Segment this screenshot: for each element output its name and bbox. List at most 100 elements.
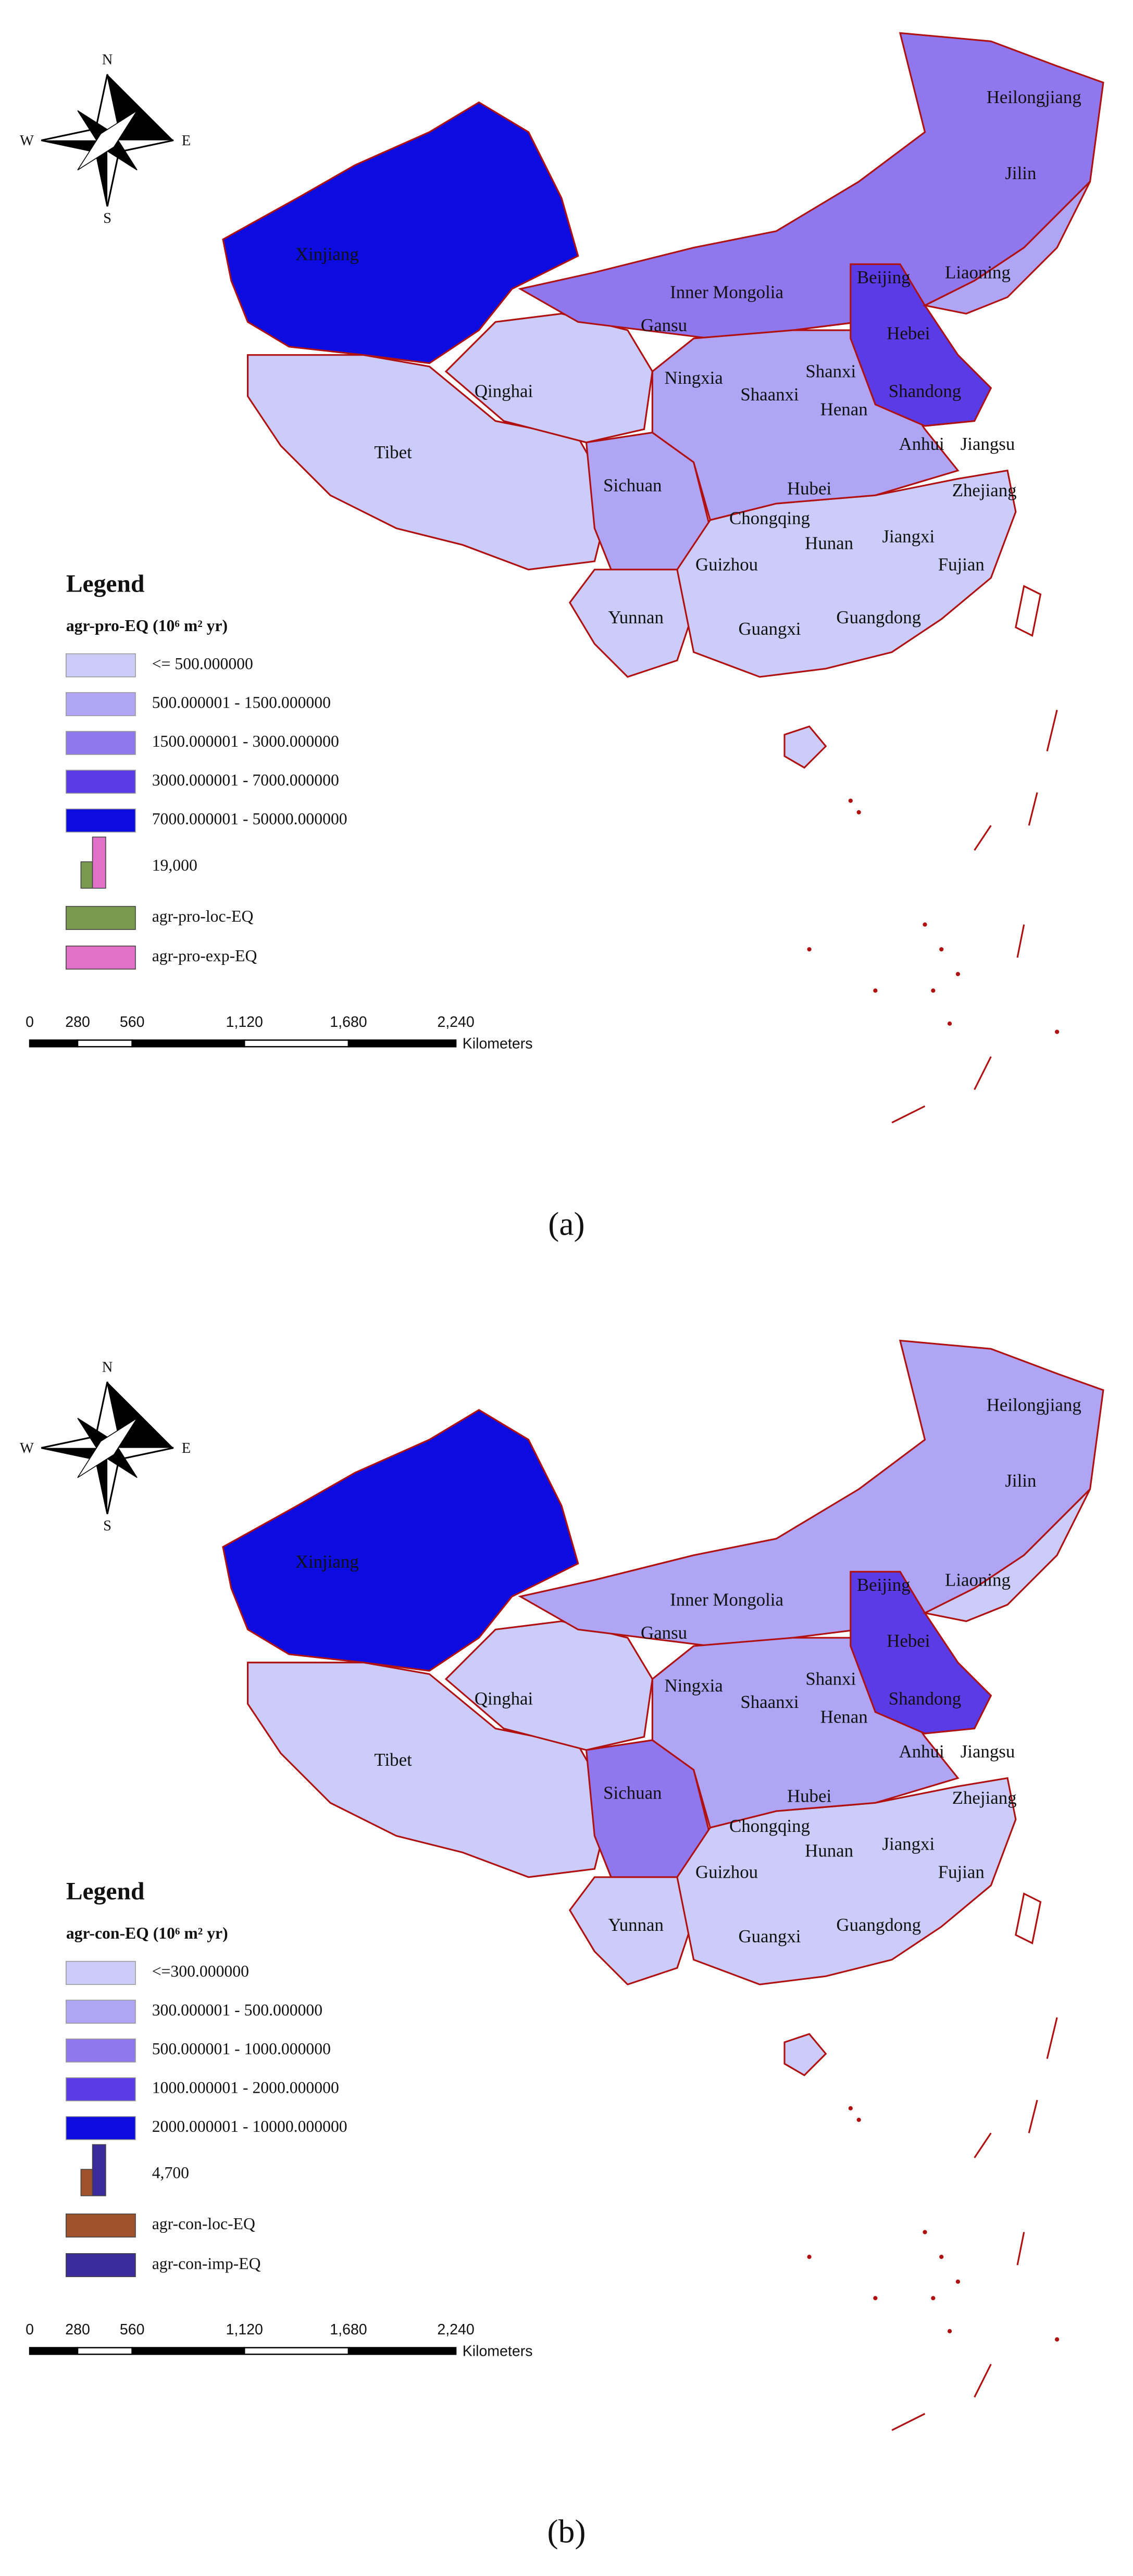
province-label: Yunnan: [608, 1915, 664, 1935]
island: [931, 988, 936, 993]
scale-tick-label: 560: [120, 2321, 145, 2338]
province-label: Guangdong: [836, 607, 921, 627]
scale-segment: [243, 2347, 350, 2355]
province-area: [850, 1570, 992, 1735]
compass-e: E: [182, 1440, 191, 1456]
boundary-dash: [891, 709, 1058, 1124]
legend-chart-bar: [80, 2169, 93, 2196]
legend-series-label: agr-con-loc-EQ: [152, 2215, 255, 2233]
caption: (b): [547, 2513, 586, 2550]
legend-class-label: 1000.000001 - 2000.000000: [152, 2079, 339, 2097]
caption: (a): [548, 1205, 584, 1242]
province-area: [222, 1409, 579, 1672]
province-label: Jiangsu: [961, 1741, 1015, 1762]
island: [947, 1021, 952, 1026]
legend-field: agr-con-EQ (10⁶ m² yr): [66, 1924, 228, 1942]
scale-unit: Kilometers: [463, 1035, 533, 1052]
province-label: Hebei: [887, 323, 930, 344]
legend-series-label: agr-pro-loc-EQ: [152, 907, 254, 925]
province-label: Jiangxi: [882, 526, 935, 547]
island: [1055, 1029, 1060, 1034]
province-label: Liaoning: [945, 262, 1011, 282]
province-label: Shaanxi: [740, 384, 799, 405]
island: [955, 2279, 961, 2284]
province-area: [783, 2033, 827, 2077]
province-area: [518, 1339, 1104, 1647]
island: [923, 2230, 927, 2234]
province-label: Chongqing: [729, 508, 810, 529]
compass: N S E W: [20, 52, 191, 227]
map-panel: Heilongjiang Jilin Liaoning Inner Mongolia B…: [20, 1339, 1104, 2550]
scale-segment: [131, 1039, 245, 1048]
province-label: Henan: [820, 1707, 868, 1727]
island: [955, 972, 961, 976]
legend-class-label: 7000.000001 - 50000.000000: [152, 810, 347, 828]
province-label: Hunan: [805, 533, 853, 553]
legend-swatch: [66, 1961, 136, 1985]
province-label: Hebei: [887, 1631, 930, 1651]
province-label: Zhejiang: [952, 480, 1017, 500]
island: [807, 2255, 812, 2259]
province-label: Hubei: [787, 1786, 832, 1806]
province-label: Guizhou: [695, 554, 758, 574]
province-label: Gansu: [641, 1623, 687, 1643]
island: [939, 2255, 944, 2259]
boundary-dash: [891, 2017, 1058, 2431]
province-area: [246, 354, 612, 571]
legend-class-label: 3000.000001 - 7000.000000: [152, 771, 339, 789]
legend-class-label: 500.000001 - 1500.000000: [152, 694, 331, 712]
scale-tick-label: 280: [65, 2321, 90, 2338]
province-label: Tibet: [374, 442, 412, 462]
province-label: Liaoning: [945, 1569, 1011, 1590]
scale-segment: [77, 2347, 133, 2355]
compass-star: [77, 1417, 138, 1478]
province-area: [922, 181, 1091, 315]
island: [856, 2117, 861, 2122]
province-area: [1015, 1892, 1042, 1945]
island: [939, 947, 944, 952]
scale-tick-label: 1,120: [226, 1014, 263, 1031]
province-label: Gansu: [641, 315, 687, 335]
legend-swatch: [66, 2038, 136, 2063]
scale-tick-label: 280: [65, 1014, 90, 1031]
province-label: Jiangsu: [961, 434, 1015, 454]
legend-chart-bar: [80, 861, 93, 889]
province-label: Heilongjiang: [987, 87, 1081, 107]
legend-title: Legend: [66, 570, 145, 597]
compass-star: [41, 74, 173, 207]
province-label: Shanxi: [805, 1669, 856, 1689]
legend-chart-value: 19,000: [152, 856, 197, 874]
legend-chart-value: 4,700: [152, 2164, 189, 2182]
compass-s: S: [103, 210, 111, 227]
island: [848, 798, 853, 803]
scale-segment: [131, 2347, 245, 2355]
legend-swatch: [66, 731, 136, 755]
compass-w: W: [20, 133, 34, 149]
legend-chart-bar: [92, 2144, 106, 2196]
province-label: Shandong: [889, 1689, 961, 1709]
province-area: [246, 1662, 612, 1878]
province-label: Sichuan: [603, 475, 662, 495]
province-area: [518, 32, 1104, 340]
province-label: Guangxi: [738, 619, 801, 639]
province-label: Hubei: [787, 479, 832, 499]
scale-tick-label: 0: [26, 2321, 34, 2338]
scale-segment: [243, 1039, 350, 1048]
island: [856, 810, 861, 815]
scale-tick-label: 2,240: [437, 2321, 474, 2338]
legend-series-swatch: [66, 945, 136, 970]
legend-swatch: [66, 2000, 136, 2024]
legend-series-swatch: [66, 906, 136, 930]
province-label: Guangdong: [836, 1915, 921, 1935]
legend-swatch: [66, 770, 136, 794]
legend-swatch: [66, 692, 136, 717]
island: [931, 2296, 936, 2301]
legend-swatch: [66, 2116, 136, 2140]
compass-n: N: [102, 52, 113, 68]
province-label: Jiangxi: [882, 1834, 935, 1854]
province-label: Jilin: [1005, 1471, 1036, 1491]
province-label: Guangxi: [738, 1926, 801, 1946]
scale-tick-label: 1,120: [226, 2321, 263, 2338]
island: [1055, 2337, 1060, 2342]
island: [873, 988, 878, 993]
